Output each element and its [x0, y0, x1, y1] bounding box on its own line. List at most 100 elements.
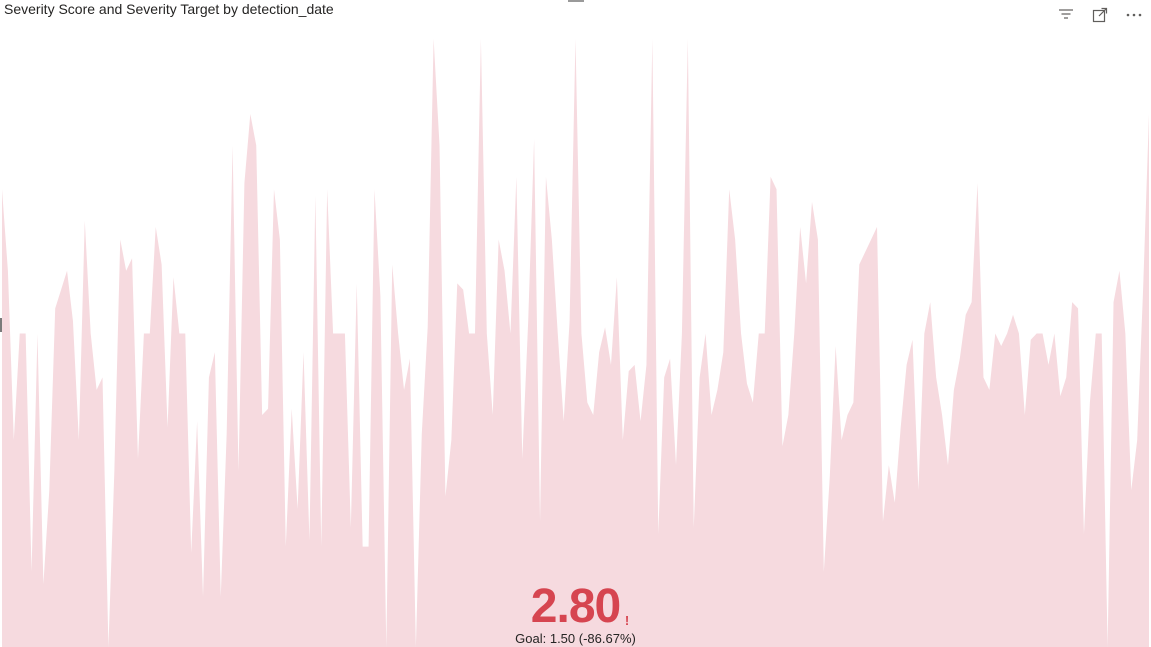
data-point[interactable]	[905, 363, 909, 367]
data-point[interactable]	[290, 407, 294, 411]
data-point[interactable]	[171, 275, 175, 279]
data-point[interactable]	[24, 332, 28, 336]
data-point[interactable]	[254, 143, 258, 147]
data-point[interactable]	[177, 332, 181, 336]
data-point[interactable]	[497, 237, 501, 241]
data-point[interactable]	[845, 413, 849, 417]
data-point[interactable]	[597, 350, 601, 354]
data-point[interactable]	[1082, 532, 1086, 536]
data-point[interactable]	[526, 319, 530, 323]
data-point[interactable]	[550, 237, 554, 241]
data-point[interactable]	[952, 388, 956, 392]
data-point[interactable]	[307, 538, 311, 542]
data-point[interactable]	[934, 375, 938, 379]
data-point[interactable]	[260, 413, 264, 417]
data-point[interactable]	[544, 175, 548, 179]
data-point[interactable]	[816, 237, 820, 241]
data-point[interactable]	[786, 413, 790, 417]
data-point[interactable]	[136, 457, 140, 461]
data-point[interactable]	[1076, 306, 1080, 310]
data-point[interactable]	[1052, 332, 1056, 336]
data-point[interactable]	[89, 332, 93, 336]
data-point[interactable]	[130, 256, 134, 260]
data-point[interactable]	[733, 237, 737, 241]
data-point[interactable]	[662, 375, 666, 379]
data-point[interactable]	[1100, 332, 1104, 336]
data-point[interactable]	[621, 438, 625, 442]
data-point[interactable]	[485, 332, 489, 336]
data-point[interactable]	[396, 332, 400, 336]
data-point[interactable]	[1035, 332, 1039, 336]
data-point[interactable]	[751, 400, 755, 404]
data-point[interactable]	[266, 407, 270, 411]
data-point[interactable]	[349, 526, 353, 530]
data-point[interactable]	[1094, 332, 1098, 336]
data-point[interactable]	[148, 332, 152, 336]
data-point[interactable]	[922, 332, 926, 336]
data-point[interactable]	[473, 332, 477, 336]
data-point[interactable]	[721, 350, 725, 354]
data-point[interactable]	[154, 225, 158, 229]
data-point[interactable]	[780, 444, 784, 448]
data-point[interactable]	[1017, 332, 1021, 336]
more-options-icon[interactable]	[1123, 4, 1145, 26]
data-point[interactable]	[574, 37, 578, 41]
data-point[interactable]	[1058, 394, 1062, 398]
data-point[interactable]	[343, 332, 347, 336]
data-point[interactable]	[656, 532, 660, 536]
data-point[interactable]	[432, 37, 436, 41]
data-point[interactable]	[993, 332, 997, 336]
data-point[interactable]	[976, 181, 980, 185]
data-point[interactable]	[142, 332, 146, 336]
data-point[interactable]	[53, 306, 57, 310]
data-point[interactable]	[704, 332, 708, 336]
data-point[interactable]	[757, 332, 761, 336]
data-point[interactable]	[408, 357, 412, 361]
data-point[interactable]	[195, 419, 199, 423]
severity-score-area[interactable]	[2, 38, 1149, 647]
data-point[interactable]	[928, 300, 932, 304]
data-point[interactable]	[686, 37, 690, 41]
data-point[interactable]	[302, 350, 306, 354]
data-point[interactable]	[804, 281, 808, 285]
data-point[interactable]	[508, 332, 512, 336]
data-point[interactable]	[1023, 413, 1027, 417]
data-point[interactable]	[999, 344, 1003, 348]
data-point[interactable]	[568, 319, 572, 323]
data-point[interactable]	[372, 187, 376, 191]
data-point[interactable]	[769, 175, 773, 179]
data-point[interactable]	[609, 363, 613, 367]
data-point[interactable]	[160, 263, 164, 267]
data-point[interactable]	[30, 570, 34, 574]
data-point[interactable]	[727, 187, 731, 191]
data-point[interactable]	[1088, 400, 1092, 404]
data-point[interactable]	[183, 332, 187, 336]
data-point[interactable]	[83, 219, 87, 223]
data-point[interactable]	[763, 332, 767, 336]
data-point[interactable]	[981, 375, 985, 379]
data-point[interactable]	[810, 200, 814, 204]
data-point[interactable]	[503, 269, 507, 273]
data-point[interactable]	[745, 382, 749, 386]
visual-resize-handle[interactable]	[0, 318, 2, 332]
data-point[interactable]	[1135, 438, 1139, 442]
data-point[interactable]	[1029, 338, 1033, 342]
data-point[interactable]	[650, 37, 654, 41]
data-point[interactable]	[361, 545, 365, 549]
data-point[interactable]	[715, 388, 719, 392]
data-point[interactable]	[449, 438, 453, 442]
data-point[interactable]	[426, 325, 430, 329]
data-point[interactable]	[367, 545, 371, 549]
data-point[interactable]	[331, 332, 335, 336]
data-point[interactable]	[47, 488, 51, 492]
data-point[interactable]	[869, 237, 873, 241]
data-point[interactable]	[35, 332, 39, 336]
data-point[interactable]	[1129, 488, 1133, 492]
data-point[interactable]	[455, 281, 459, 285]
data-point[interactable]	[893, 501, 897, 505]
data-point[interactable]	[822, 570, 826, 574]
data-point[interactable]	[639, 419, 643, 423]
data-point[interactable]	[124, 269, 128, 273]
data-point[interactable]	[1005, 332, 1009, 336]
data-point[interactable]	[12, 438, 16, 442]
